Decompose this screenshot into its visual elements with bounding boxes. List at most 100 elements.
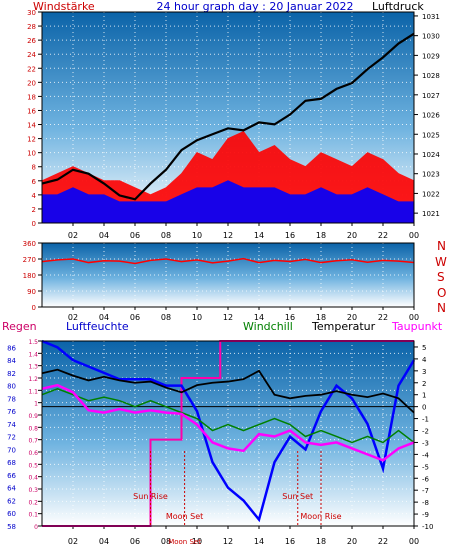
rain-tick-label: 0.7 — [28, 438, 38, 445]
wind-tick-label: 2 — [32, 206, 36, 214]
x-tick-label: 06 — [130, 231, 140, 240]
luftdruck-header: Luftdruck — [372, 0, 424, 13]
humidity-tick-label: 86 — [7, 344, 16, 352]
series-boeen — [41, 180, 415, 224]
pressure-tick-label: 1022 — [422, 190, 440, 198]
temp-tick-label: 0 — [422, 404, 426, 412]
wind-tick-label: 14 — [27, 122, 36, 130]
direction-letter-o: O — [437, 286, 446, 300]
wind-tick-label: 18 — [27, 93, 36, 101]
series-temperatur — [41, 368, 415, 414]
rain-tick-label: 0.8 — [28, 425, 38, 432]
x-tick-label: 08 — [161, 313, 171, 322]
rain-tick-label: 0.4 — [28, 475, 38, 482]
series — [41, 32, 416, 527]
direction-letter-n-top: N — [437, 239, 446, 253]
x-tick-label: 16 — [285, 231, 295, 240]
x-tick-label: 08 — [161, 231, 171, 240]
wind-tick-label: 4 — [32, 192, 37, 200]
x-tick-label: 20 — [347, 313, 357, 322]
temp-tick-label: 2 — [422, 380, 426, 388]
x-tick-label: 02 — [68, 231, 78, 240]
series-luftfeuchte — [41, 339, 416, 523]
rain-tick-label: 1.3 — [28, 364, 38, 371]
temp-tick-label: -8 — [422, 499, 429, 507]
legend-taupunkt: Taupunkt — [391, 320, 443, 333]
legend-regen: Regen — [2, 320, 37, 333]
temp-tick-label: -3 — [422, 439, 429, 447]
panel-wind-pressure-border — [41, 11, 415, 224]
x-tick-label: 08 — [161, 537, 171, 546]
event-label-moon-set: Moon Set — [166, 512, 203, 521]
wind-tick-label: 20 — [27, 79, 36, 87]
wind-tick-label: 24 — [27, 51, 36, 59]
axes: 0246810121416182022242628301021102210231… — [7, 9, 440, 546]
x-tick-label: 12 — [223, 231, 233, 240]
rain-tick-label: 0.6 — [28, 450, 38, 457]
temp-tick-label: 5 — [422, 344, 426, 352]
humidity-tick-label: 66 — [7, 472, 16, 480]
x-tick-label: 00 — [409, 313, 419, 322]
x-tick-label: 00 — [409, 231, 419, 240]
x-tick-label: 04 — [99, 231, 109, 240]
x-tick-label: 06 — [130, 313, 140, 322]
rain-tick-label: 0.3 — [28, 487, 38, 494]
wind-tick-label: 16 — [27, 107, 36, 115]
direction-letter-n-bottom: N — [437, 301, 446, 315]
humidity-tick-label: 70 — [7, 446, 16, 454]
x-tick-label: 20 — [347, 537, 357, 546]
humidity-tick-label: 68 — [7, 459, 16, 467]
direction-tick-label: 90 — [27, 288, 36, 296]
wind-tick-label: 26 — [27, 37, 36, 45]
wind-tick-label: 10 — [27, 150, 36, 158]
x-tick-label: 12 — [223, 537, 233, 546]
temp-tick-label: -6 — [422, 475, 430, 483]
wind-tick-label: 0 — [32, 220, 36, 228]
x-tick-label: 18 — [316, 537, 326, 546]
rain-tick-label: 1 — [34, 401, 38, 408]
direction-tick-label: 0 — [32, 304, 36, 312]
pressure-tick-label: 1021 — [422, 210, 440, 218]
x-tick-label: 10 — [192, 231, 202, 240]
pressure-tick-label: 1023 — [422, 171, 440, 179]
pressure-tick-label: 1027 — [422, 92, 440, 100]
events: Sun Rise Moon Set Sun Set Moon Rise Moon Set — [133, 451, 342, 546]
event-label-sun-rise: Sun Rise — [133, 492, 168, 501]
pressure-tick-label: 1031 — [422, 13, 440, 21]
series-windrichtung — [41, 257, 415, 265]
windstaerke-header: Windstärke — [33, 0, 95, 13]
pressure-tick-label: 1026 — [422, 112, 440, 120]
x-tick-label: 00 — [409, 537, 419, 546]
x-tick-label: 18 — [316, 313, 326, 322]
temp-tick-label: -2 — [422, 428, 429, 436]
x-tick-label: 04 — [99, 313, 109, 322]
temp-tick-label: -4 — [422, 451, 430, 459]
bottom-overlap-label: Moon Set — [168, 538, 201, 546]
humidity-tick-label: 84 — [7, 357, 16, 365]
pressure-tick-label: 1028 — [422, 72, 440, 80]
x-tick-label: 02 — [68, 537, 78, 546]
event-label-moon-rise: Moon Rise — [300, 512, 341, 521]
x-tick-label: 06 — [130, 537, 140, 546]
humidity-tick-label: 72 — [7, 434, 16, 442]
panel-direction-border — [41, 242, 415, 308]
x-tick-label: 14 — [254, 313, 264, 322]
x-tick-label: 22 — [378, 313, 388, 322]
direction-tick-label: 270 — [23, 256, 36, 264]
direction-letter-w: W — [435, 255, 447, 269]
wind-tick-label: 30 — [27, 9, 36, 17]
x-tick-label: 22 — [378, 231, 388, 240]
x-tick-label: 02 — [68, 313, 78, 322]
temp-tick-label: -5 — [422, 463, 429, 471]
rain-tick-label: 1.2 — [28, 376, 38, 383]
temp-tick-label: 4 — [422, 356, 427, 364]
humidity-tick-label: 58 — [7, 523, 16, 531]
series-windchill — [41, 387, 415, 444]
x-tick-label: 14 — [254, 537, 264, 546]
event-label-sun-set: Sun Set — [282, 492, 313, 501]
x-tick-label: 20 — [347, 231, 357, 240]
series-luftdruck — [41, 32, 415, 201]
humidity-tick-label: 78 — [7, 395, 16, 403]
rain-tick-label: 0.9 — [28, 413, 38, 420]
direction-tick-label: 360 — [23, 240, 36, 248]
